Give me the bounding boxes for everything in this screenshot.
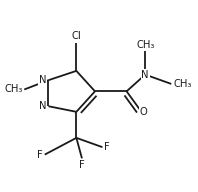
Text: O: O xyxy=(139,107,147,117)
Text: F: F xyxy=(37,150,43,160)
Text: F: F xyxy=(104,142,110,152)
Text: Cl: Cl xyxy=(71,31,81,41)
Text: CH₃: CH₃ xyxy=(136,40,154,50)
Text: N: N xyxy=(39,75,47,85)
Text: CH₃: CH₃ xyxy=(173,79,191,89)
Text: N: N xyxy=(39,101,47,111)
Text: N: N xyxy=(141,70,149,80)
Text: CH₃: CH₃ xyxy=(4,84,22,94)
Text: F: F xyxy=(79,160,85,170)
